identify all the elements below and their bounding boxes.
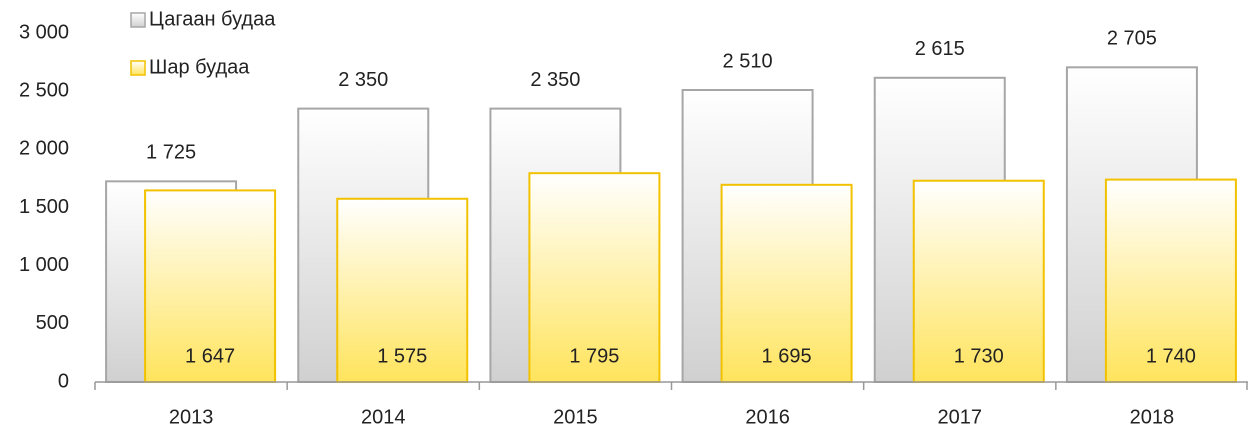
x-tick-label: 2016 [745,406,790,427]
bar [528,172,661,383]
data-label: 1 575 [377,345,427,367]
bar [336,197,469,383]
data-label: 2 615 [915,38,965,60]
legend-swatch [130,60,146,76]
bar [720,183,853,383]
bar [912,179,1045,383]
data-label: 1 725 [146,142,196,164]
y-tick-label: 2 000 [19,138,69,160]
bar [1104,178,1237,383]
y-tick-label: 500 [36,312,69,334]
data-label: 1 740 [1146,345,1196,367]
x-tick-label: 2018 [1130,406,1175,427]
data-label: 2 510 [723,50,773,72]
x-tick-label: 2015 [553,406,598,427]
x-tick-label: 2013 [169,406,214,427]
y-tick-label: 2 500 [19,79,69,101]
bar [144,189,277,383]
y-tick-label: 1 500 [19,196,69,218]
x-tick-label: 2014 [361,406,406,427]
legend-label: Цагаан будаа [149,8,276,30]
data-label: 1 695 [762,345,812,367]
x-tick-label: 2017 [938,406,983,427]
legend-swatch [130,12,146,28]
y-tick-label: 0 [58,370,69,392]
data-label: 1 730 [954,345,1004,367]
data-label: 2 705 [1107,28,1157,50]
y-tick-label: 1 000 [19,254,69,276]
data-label: 1 795 [569,345,619,367]
data-label: 2 350 [530,69,580,91]
legend-label: Шар будаа [149,56,250,78]
data-label: 2 350 [338,69,388,91]
y-tick-label: 3 000 [19,21,69,43]
data-label: 1 647 [185,345,235,367]
